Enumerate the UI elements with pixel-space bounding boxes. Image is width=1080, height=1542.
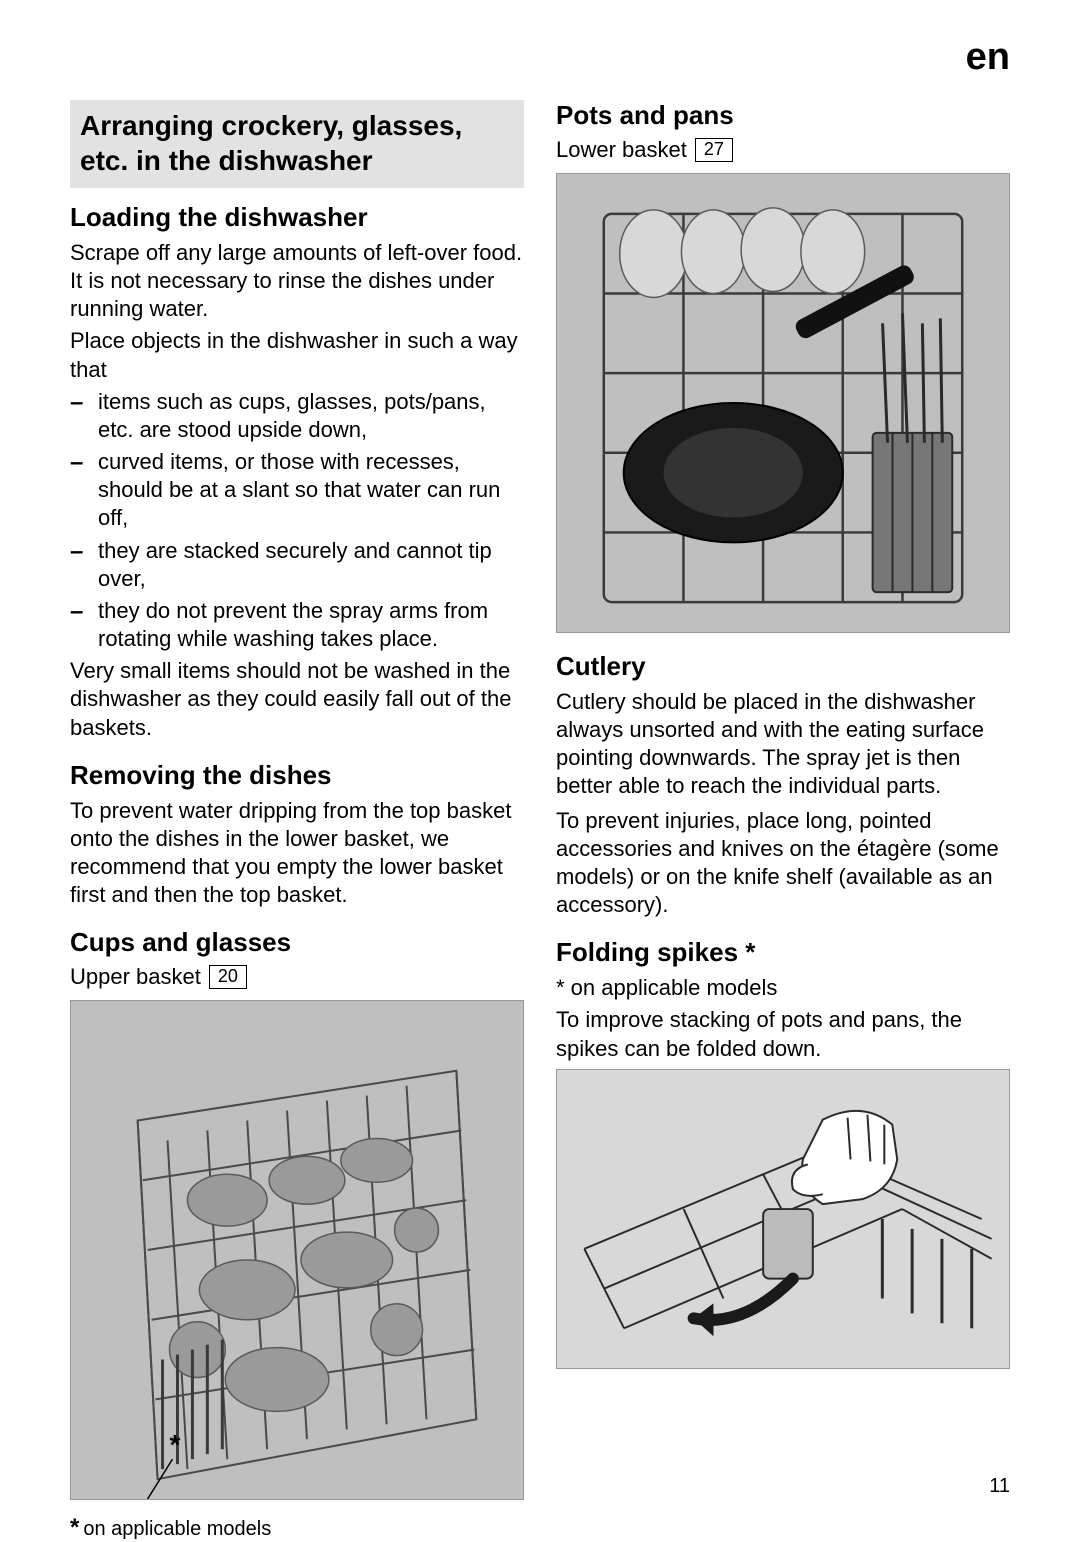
para: Place objects in the dishwasher in such …: [70, 327, 524, 383]
figure-folding-spikes: [556, 1069, 1010, 1369]
basket-label: Upper basket: [70, 964, 201, 990]
figure-upper-basket: *: [70, 1000, 524, 1500]
basket-reference: Upper basket 20: [70, 964, 524, 990]
upper-basket-illustration: *: [71, 1001, 523, 1499]
list-item: items such as cups, glasses, pots/pans, …: [70, 388, 524, 444]
para: To prevent water dripping from the top b…: [70, 797, 524, 910]
para: To prevent injuries, place long, pointed…: [556, 807, 1010, 920]
figure-lower-basket: [556, 173, 1010, 633]
part-number-box: 20: [209, 965, 247, 989]
para: Very small items should not be washed in…: [70, 657, 524, 741]
asterisk-icon: *: [70, 1514, 79, 1541]
language-indicator: en: [966, 36, 1010, 79]
subhead-pots: Pots and pans: [556, 100, 1010, 131]
section-title: Arranging crockery, glasses, etc. in the…: [80, 108, 514, 178]
two-column-layout: Arranging crockery, glasses, etc. in the…: [70, 100, 1010, 1542]
subhead-removing: Removing the dishes: [70, 760, 524, 791]
subhead-cutlery: Cutlery: [556, 651, 1010, 682]
list-item: they are stacked securely and cannot tip…: [70, 537, 524, 593]
part-number-box: 27: [695, 138, 733, 162]
para: To improve stacking of pots and pans, th…: [556, 1006, 1010, 1062]
subhead-spikes: Folding spikes *: [556, 937, 1010, 968]
note: * on applicable models: [556, 974, 1010, 1002]
manual-page: en Arranging crockery, glasses, etc. in …: [0, 0, 1080, 1526]
left-column: Arranging crockery, glasses, etc. in the…: [70, 100, 524, 1542]
folding-spikes-illustration: [557, 1070, 1009, 1368]
lower-basket-illustration: [557, 174, 1009, 632]
basket-label: Lower basket: [556, 137, 687, 163]
subhead-loading: Loading the dishwasher: [70, 202, 524, 233]
para: Scrape off any large amounts of left-ove…: [70, 239, 524, 323]
bullet-list: items such as cups, glasses, pots/pans, …: [70, 388, 524, 653]
section-title-box: Arranging crockery, glasses, etc. in the…: [70, 100, 524, 188]
subhead-cups: Cups and glasses: [70, 927, 524, 958]
basket-reference: Lower basket 27: [556, 137, 1010, 163]
footnote: *on applicable models: [70, 1514, 524, 1542]
para: Cutlery should be placed in the dishwash…: [556, 688, 1010, 801]
list-item: they do not prevent the spray arms from …: [70, 597, 524, 653]
svg-text:*: *: [170, 1429, 181, 1460]
footnote-text: on applicable models: [83, 1518, 271, 1540]
list-item: curved items, or those with recesses, sh…: [70, 448, 524, 532]
page-number: 11: [989, 1475, 1010, 1498]
right-column: Pots and pans Lower basket 27: [556, 100, 1010, 1542]
